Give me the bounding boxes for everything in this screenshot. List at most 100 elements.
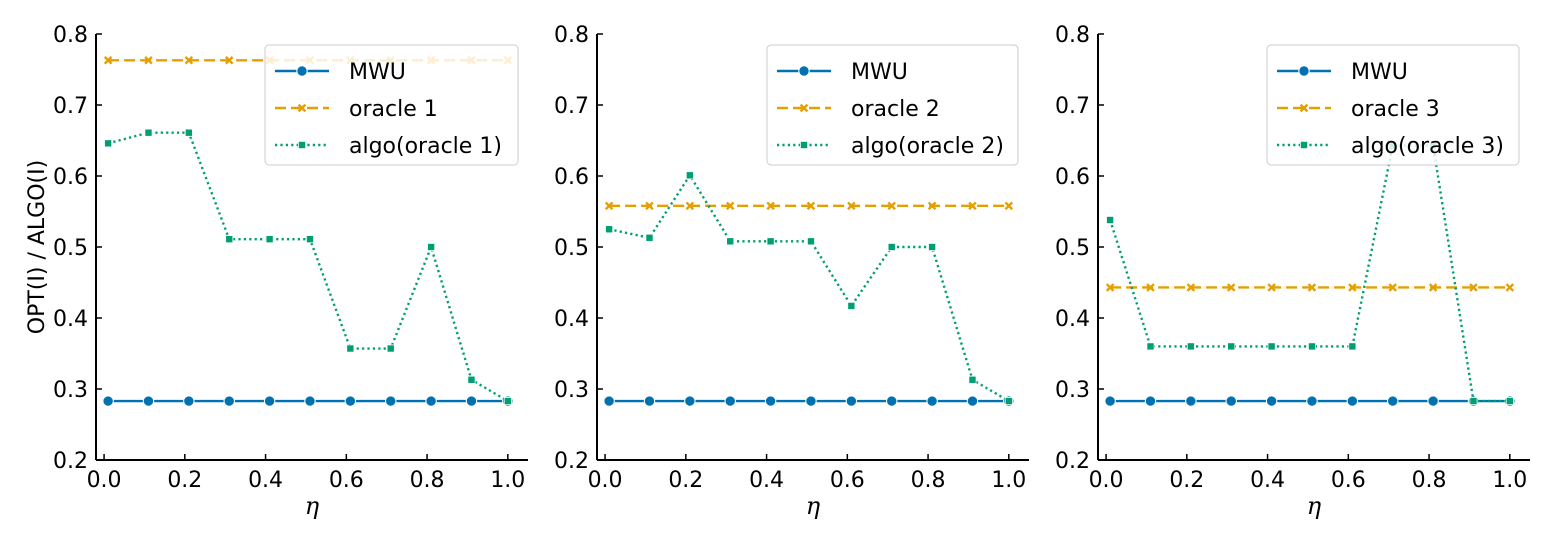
x-axis-label: η — [806, 492, 821, 520]
data-point — [184, 56, 194, 65]
y-tick-label: 0.4 — [554, 307, 589, 332]
y-axis-label: OPT(I) / ALGO(I) — [25, 160, 50, 334]
data-point — [1104, 395, 1116, 407]
data-point — [685, 171, 694, 180]
legend: MWU oracle 3 algo(oracle 3) — [1266, 44, 1520, 166]
data-point — [1428, 283, 1438, 292]
legend-marker — [1298, 65, 1310, 77]
legend-marker — [1300, 140, 1309, 149]
y-tick-label: 0.8 — [554, 23, 589, 48]
data-point — [685, 201, 695, 211]
x-tick-label: 0.4 — [248, 468, 283, 493]
legend-marker — [297, 140, 306, 149]
data-point — [263, 395, 276, 407]
legend-label: oracle 1 — [349, 97, 438, 122]
y-tick-label: 0.5 — [53, 236, 88, 261]
data-point — [886, 395, 898, 407]
legend-marker — [1299, 103, 1309, 113]
legend-marker — [798, 65, 810, 77]
data-point — [1348, 342, 1357, 351]
data-point — [926, 395, 938, 407]
chart-panel-3: 0.0 0.2 0.4 0.6 0.8 1.00.20.30.40.50.60.70.8η… — [1055, 23, 1530, 520]
legend: MWU oracle 1 algo(oracle 1) — [264, 44, 519, 166]
legend-box — [1266, 44, 1520, 166]
data-point — [1267, 283, 1276, 292]
x-tick-label: 0.0 — [588, 468, 623, 493]
data-point — [725, 201, 735, 211]
data-point — [766, 237, 775, 246]
legend-box — [766, 44, 1019, 166]
data-point — [1225, 395, 1237, 407]
y-tick-label: 0.2 — [53, 449, 88, 474]
data-point — [183, 395, 195, 407]
x-tick-label: 1.0 — [490, 468, 525, 493]
legend-label: MWU — [851, 60, 908, 85]
data-point — [605, 225, 614, 234]
x-tick-label: 0.8 — [911, 468, 946, 493]
data-point — [1469, 283, 1478, 292]
x-tick-label: 0.6 — [1331, 468, 1366, 493]
data-point — [465, 395, 478, 407]
x-tick-label: 0.0 — [1089, 468, 1124, 493]
y-tick-label: 0.2 — [1055, 449, 1090, 474]
y-tick-label: 0.2 — [554, 449, 589, 474]
data-point — [104, 139, 113, 148]
y-tick-label: 0.8 — [53, 23, 88, 48]
data-point — [603, 395, 615, 407]
data-point — [467, 375, 476, 384]
legend-label: oracle 2 — [851, 97, 940, 122]
x-tick-label: 0.8 — [1412, 468, 1447, 493]
y-tick-label: 0.3 — [1055, 378, 1090, 403]
x-axis-label: η — [1307, 492, 1322, 520]
data-point — [604, 201, 614, 211]
data-point — [1469, 397, 1478, 406]
data-point — [223, 395, 235, 407]
y-tick-label: 0.4 — [53, 307, 88, 332]
data-point — [806, 237, 815, 246]
data-point — [346, 344, 355, 353]
legend-box — [264, 44, 519, 166]
data-point — [645, 201, 654, 211]
data-point — [724, 395, 736, 407]
data-point — [1106, 216, 1115, 225]
series-line-3 — [608, 174, 1010, 403]
data-point — [643, 395, 656, 407]
chart-panel-2: 0.0 0.2 0.4 0.6 0.8 1.00.20.30.40.50.60.70.8η… — [554, 23, 1029, 520]
data-point — [968, 201, 977, 211]
data-point — [425, 395, 437, 407]
data-point — [806, 201, 816, 211]
x-tick-label: 0.0 — [87, 468, 122, 493]
y-tick-label: 0.4 — [1055, 307, 1090, 332]
data-point — [1004, 397, 1013, 406]
data-point — [1387, 395, 1399, 407]
x-tick-label: 0.2 — [167, 468, 202, 493]
y-tick-label: 0.5 — [554, 236, 589, 261]
data-point — [1427, 395, 1439, 407]
data-point — [1105, 283, 1115, 292]
data-point — [1307, 342, 1316, 351]
data-point — [845, 395, 858, 407]
data-point — [684, 395, 696, 407]
y-tick-label: 0.8 — [1055, 23, 1090, 48]
data-point — [1186, 283, 1196, 292]
data-point — [102, 395, 114, 407]
data-point — [224, 56, 234, 65]
data-point — [887, 242, 896, 251]
data-point — [968, 375, 977, 384]
data-point — [344, 395, 357, 407]
data-point — [144, 56, 153, 65]
data-point — [726, 237, 735, 246]
legend-label: oracle 3 — [1351, 97, 1440, 122]
data-point — [427, 242, 436, 251]
y-tick-label: 0.7 — [554, 94, 589, 119]
data-point — [1388, 283, 1397, 292]
data-point — [805, 395, 817, 407]
data-point — [304, 395, 316, 407]
x-tick-label: 0.2 — [1169, 468, 1204, 493]
y-tick-label: 0.3 — [53, 378, 88, 403]
data-point — [1505, 397, 1514, 406]
data-point — [1146, 342, 1155, 351]
data-point — [847, 301, 856, 310]
legend-label: MWU — [349, 60, 406, 85]
x-tick-label: 0.2 — [668, 468, 703, 493]
